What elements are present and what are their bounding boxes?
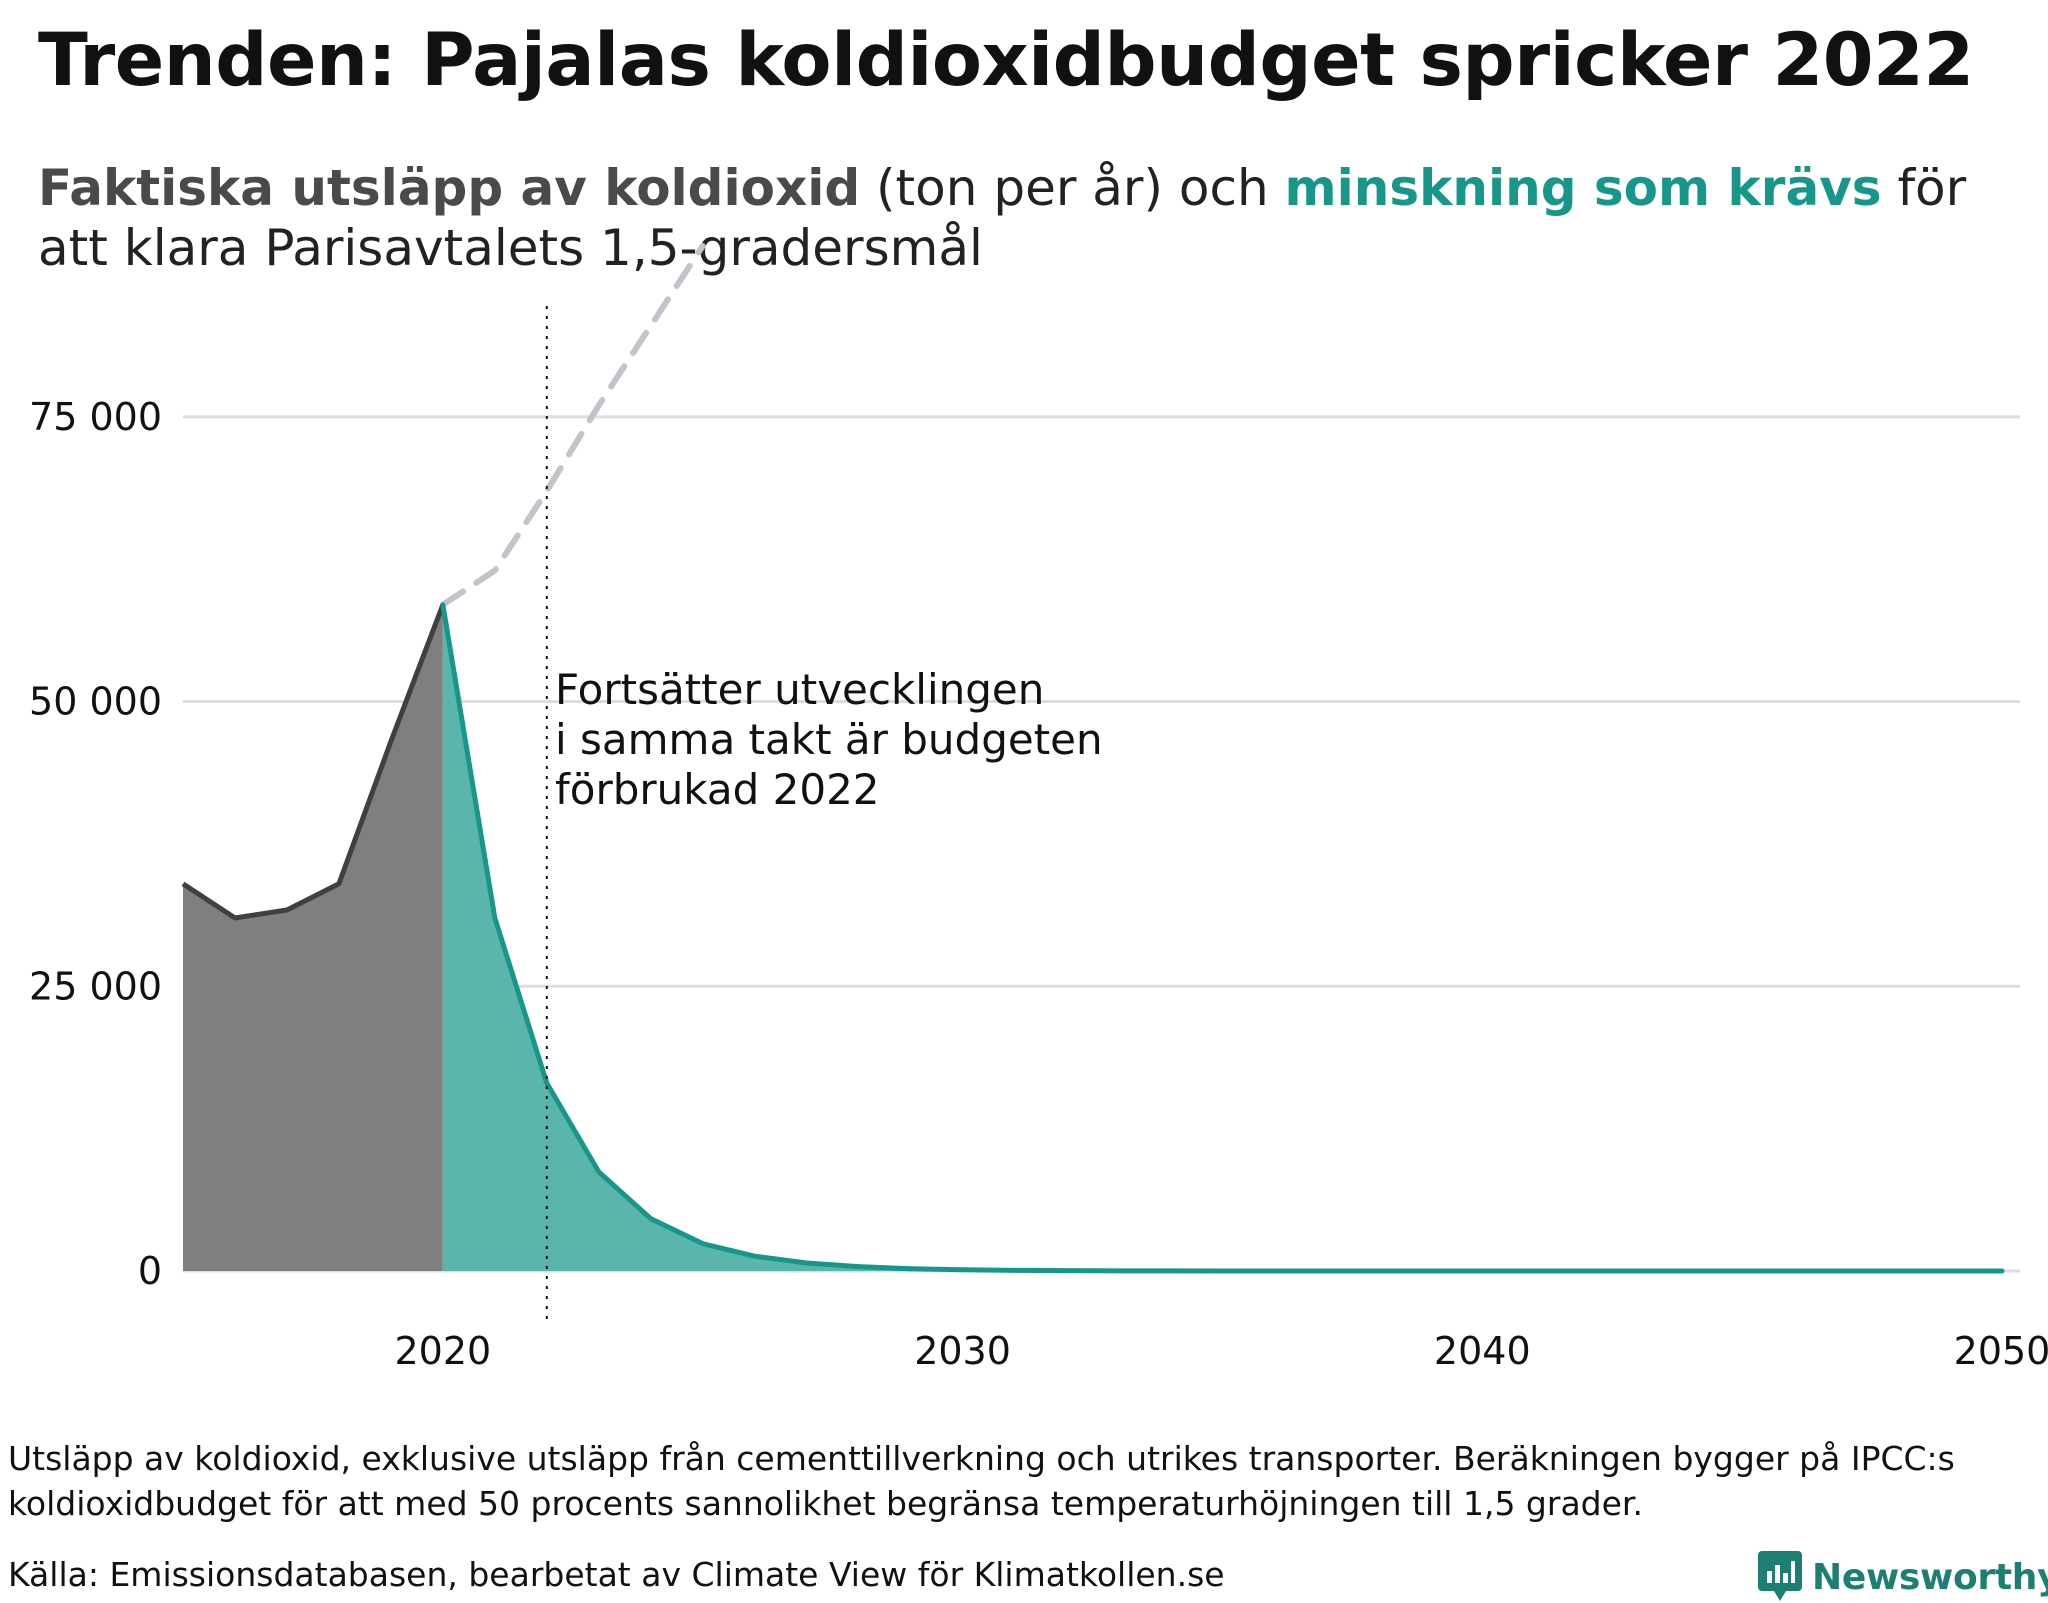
- annotation-line-1: Fortsätter utvecklingen: [555, 665, 1044, 714]
- footnote: Utsläpp av koldioxid, exklusive utsläpp …: [8, 1439, 1955, 1523]
- source-note: Källa: Emissionsdatabasen, bearbetat av …: [8, 1555, 1225, 1594]
- subtitle-middle-text: (ton per år) och: [860, 159, 1285, 217]
- newsworthy-logo-icon: [1758, 1551, 1802, 1601]
- emissions-chart: 0 25 000 50 000 75 000 2020 2030 2040 2050 For…: [29, 243, 2048, 1373]
- annotation-line-3: förbrukad 2022: [555, 765, 880, 814]
- x-tick-label: 2040: [1434, 1329, 1531, 1373]
- y-tick-label: 75 000: [29, 395, 162, 439]
- subtitle-required-label: minskning som krävs: [1284, 159, 1882, 217]
- y-axis: 0 25 000 50 000 75 000: [29, 395, 162, 1293]
- x-tick-label: 2050: [1954, 1329, 2048, 1373]
- area-layer: [183, 604, 2002, 1271]
- required-reduction-line: [440, 602, 2005, 1274]
- annotation-line-2: i samma takt är budgeten: [555, 715, 1103, 764]
- y-tick-label: 25 000: [29, 964, 162, 1008]
- line-layer: [181, 243, 2005, 1274]
- x-tick-label: 2020: [394, 1329, 491, 1373]
- brand-name: Newsworthy: [1812, 1556, 2048, 1598]
- trend-dashed-line: [439, 243, 706, 608]
- y-tick-label: 50 000: [29, 680, 162, 724]
- x-axis: 2020 2030 2040 2050: [394, 1329, 2048, 1373]
- actual-emissions-line: [181, 603, 446, 921]
- chart-title: Trenden: Pajalas koldioxidbudget spricke…: [38, 18, 1974, 103]
- chart-subtitle: Faktiska utsläpp av koldioxid (ton per å…: [38, 158, 2028, 278]
- brand-logo: Newsworthy: [1758, 1551, 2048, 1603]
- subtitle-end-text: för att klara Parisavtalets 1,5-gradersm…: [38, 159, 1967, 277]
- subtitle-actual-label: Faktiska utsläpp av koldioxid: [38, 159, 861, 217]
- x-tick-label: 2030: [914, 1329, 1011, 1373]
- actual-emissions-area: [183, 604, 443, 1271]
- required-reduction-area: [442, 604, 2002, 1271]
- y-tick-label: 0: [138, 1249, 162, 1293]
